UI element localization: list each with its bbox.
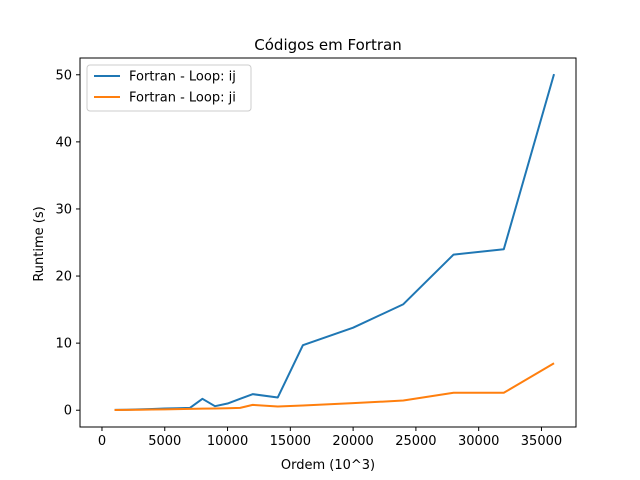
y-tick-label: 20 — [55, 270, 72, 285]
y-tick-label: 30 — [55, 202, 72, 217]
y-tick-label: 40 — [55, 135, 72, 150]
plot-frame — [79, 57, 577, 428]
x-tick-label: 20000 — [332, 434, 373, 449]
legend-box — [86, 64, 252, 112]
y-tick-label: 10 — [55, 337, 72, 352]
y-tick-label: 50 — [55, 68, 72, 83]
x-tick-label: 15000 — [270, 434, 311, 449]
series-line-2 — [114, 362, 555, 412]
x-tick-label: 0 — [98, 434, 106, 449]
y-axis-label: Runtime (s) — [32, 206, 47, 281]
x-tick-label: 5000 — [148, 434, 181, 449]
x-tick-label: 10000 — [207, 434, 248, 449]
chart-title: Códigos em Fortran — [254, 36, 401, 54]
y-tick-label: 0 — [64, 404, 72, 419]
legend-label-1: Fortran - Loop: ij — [129, 70, 236, 85]
x-tick-label: 25000 — [395, 434, 436, 449]
x-axis-label: Ordem (10^3) — [281, 458, 375, 473]
x-tick-label: 30000 — [458, 434, 499, 449]
series-line-1 — [114, 73, 555, 411]
legend: Fortran - Loop: ij Fortran - Loop: ji — [86, 64, 252, 112]
legend-label-2: Fortran - Loop: ji — [129, 91, 236, 106]
x-tick-label: 35000 — [521, 434, 562, 449]
plot-area: 0 5000 10000 15000 20000 25000 30000 35000 0 10 20… — [55, 57, 577, 449]
